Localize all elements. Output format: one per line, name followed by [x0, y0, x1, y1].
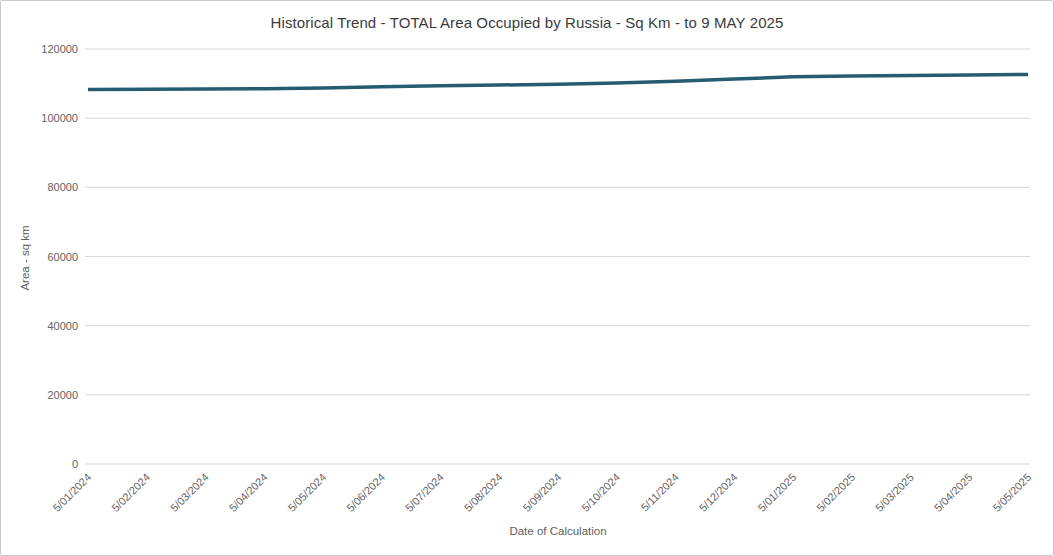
y-axis-title: Area - sq km — [19, 225, 31, 290]
x-tick-label: 5/11/2024 — [638, 471, 681, 514]
x-tick-label: 5/05/2025 — [990, 471, 1033, 514]
x-tick-label: 5/07/2024 — [403, 471, 446, 514]
y-tick-label: 40000 — [47, 320, 78, 332]
x-tick-label: 5/08/2024 — [462, 471, 505, 514]
x-axis-tick-labels: 5/01/2024 5/02/2024 5/03/2024 5/04/2024 5/05… — [50, 471, 1033, 514]
x-tick-label: 5/04/2024 — [227, 471, 270, 514]
x-tick-label: 5/10/2024 — [579, 471, 622, 514]
x-tick-label: 5/09/2024 — [520, 471, 563, 514]
y-tick-label: 0 — [72, 458, 78, 470]
y-tick-label: 100000 — [41, 112, 78, 124]
chart-title: Historical Trend - TOTAL Area Occupied b… — [271, 14, 784, 31]
y-tick-label: 80000 — [47, 181, 78, 193]
x-tick-label: 5/02/2024 — [109, 471, 152, 514]
y-tick-label: 120000 — [41, 43, 78, 55]
x-tick-label: 5/12/2024 — [697, 471, 740, 514]
line-chart: Historical Trend - TOTAL Area Occupied b… — [1, 1, 1053, 555]
gridlines — [85, 49, 1030, 464]
y-tick-label: 20000 — [47, 389, 78, 401]
x-tick-label: 5/01/2024 — [50, 471, 93, 514]
x-tick-label: 5/02/2025 — [814, 471, 857, 514]
chart-canvas: Historical Trend - TOTAL Area Occupied b… — [0, 0, 1054, 556]
trend-line — [88, 74, 1028, 89]
x-tick-label: 5/06/2024 — [344, 471, 387, 514]
x-tick-label: 5/03/2025 — [873, 471, 916, 514]
x-tick-label: 5/04/2025 — [932, 471, 975, 514]
y-tick-label: 60000 — [47, 251, 78, 263]
x-tick-label: 5/05/2024 — [285, 471, 328, 514]
x-tick-label: 5/03/2024 — [168, 471, 211, 514]
x-tick-label: 5/01/2025 — [755, 471, 798, 514]
y-axis-tick-labels: 0 20000 40000 60000 80000 100000 120000 — [41, 43, 78, 470]
x-axis-title: Date of Calculation — [509, 525, 606, 537]
